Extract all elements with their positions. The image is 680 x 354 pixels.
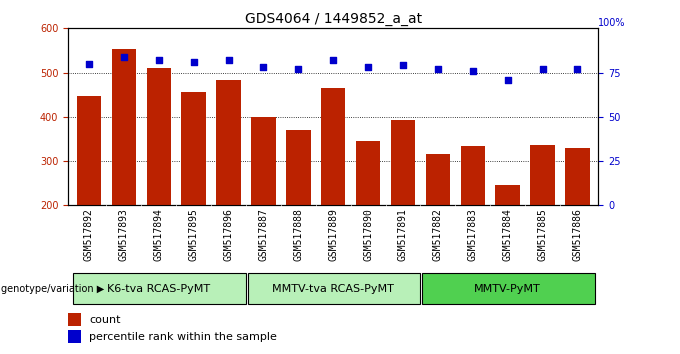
Text: GSM517889: GSM517889	[328, 208, 338, 261]
Bar	[146, 68, 171, 294]
Point	[188, 59, 199, 65]
Title: GDS4064 / 1449852_a_at: GDS4064 / 1449852_a_at	[245, 12, 422, 26]
Point	[503, 77, 513, 82]
Point	[328, 57, 339, 63]
Point	[293, 66, 304, 72]
Bar	[565, 148, 590, 294]
Point	[118, 54, 129, 59]
Bar	[356, 141, 380, 294]
Text: K6-tva RCAS-PyMT: K6-tva RCAS-PyMT	[107, 284, 210, 293]
Text: GSM517882: GSM517882	[433, 208, 443, 261]
Text: GSM517896: GSM517896	[224, 208, 233, 261]
Bar	[530, 145, 555, 294]
Text: MMTV-PyMT: MMTV-PyMT	[474, 284, 541, 293]
Text: MMTV-tva RCAS-PyMT: MMTV-tva RCAS-PyMT	[272, 284, 394, 293]
Bar	[248, 273, 420, 304]
Point	[223, 57, 234, 63]
Text: GSM517888: GSM517888	[293, 208, 303, 261]
Bar	[286, 130, 311, 294]
Point	[84, 61, 95, 67]
Bar	[112, 49, 136, 294]
Bar	[182, 92, 206, 294]
Bar	[460, 147, 485, 294]
Text: percentile rank within the sample: percentile rank within the sample	[89, 332, 277, 342]
Text: GSM517892: GSM517892	[84, 208, 94, 261]
Bar	[216, 80, 241, 294]
Point	[432, 66, 443, 72]
Point	[537, 66, 548, 72]
Bar	[68, 330, 82, 343]
Bar	[321, 88, 345, 294]
Point	[258, 64, 269, 70]
Point	[572, 66, 583, 72]
Bar	[251, 117, 275, 294]
Text: count: count	[89, 315, 121, 325]
Bar	[496, 184, 520, 294]
Point	[153, 57, 164, 63]
Text: GSM517895: GSM517895	[188, 208, 199, 261]
Text: GSM517886: GSM517886	[573, 208, 583, 261]
Text: GSM517894: GSM517894	[154, 208, 164, 261]
Text: GSM517887: GSM517887	[258, 208, 269, 261]
Text: GSM517883: GSM517883	[468, 208, 478, 261]
Bar	[391, 120, 415, 294]
Point	[467, 68, 478, 74]
Bar	[426, 154, 450, 294]
Text: GSM517893: GSM517893	[119, 208, 129, 261]
Text: GSM517884: GSM517884	[503, 208, 513, 261]
Point	[362, 64, 373, 70]
Text: GSM517885: GSM517885	[538, 208, 547, 261]
Bar	[422, 273, 595, 304]
Text: genotype/variation ▶: genotype/variation ▶	[1, 284, 105, 293]
Bar	[73, 273, 246, 304]
Bar	[77, 96, 101, 294]
Point	[398, 63, 409, 68]
Text: GSM517891: GSM517891	[398, 208, 408, 261]
Text: 100%: 100%	[598, 18, 626, 28]
Text: GSM517890: GSM517890	[363, 208, 373, 261]
Bar	[68, 313, 82, 326]
